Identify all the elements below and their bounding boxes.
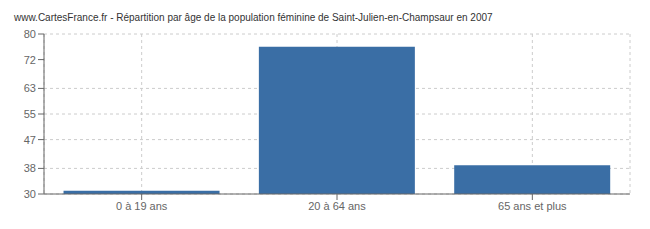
- svg-text:20 à 64 ans: 20 à 64 ans: [308, 200, 366, 212]
- svg-text:80: 80: [24, 28, 36, 40]
- svg-text:38: 38: [24, 162, 36, 174]
- svg-text:63: 63: [24, 82, 36, 94]
- svg-text:47: 47: [24, 134, 36, 146]
- svg-text:72: 72: [24, 54, 36, 66]
- svg-text:55: 55: [24, 108, 36, 120]
- svg-text:0 à 19 ans: 0 à 19 ans: [116, 200, 168, 212]
- svg-text:30: 30: [24, 188, 36, 200]
- html-text:www.CartesFrance.fr - Répartit: www.CartesFrance.fr - Répartition par âg…: [14, 12, 493, 23]
- svg-text:65 ans et plus: 65 ans et plus: [498, 200, 567, 212]
